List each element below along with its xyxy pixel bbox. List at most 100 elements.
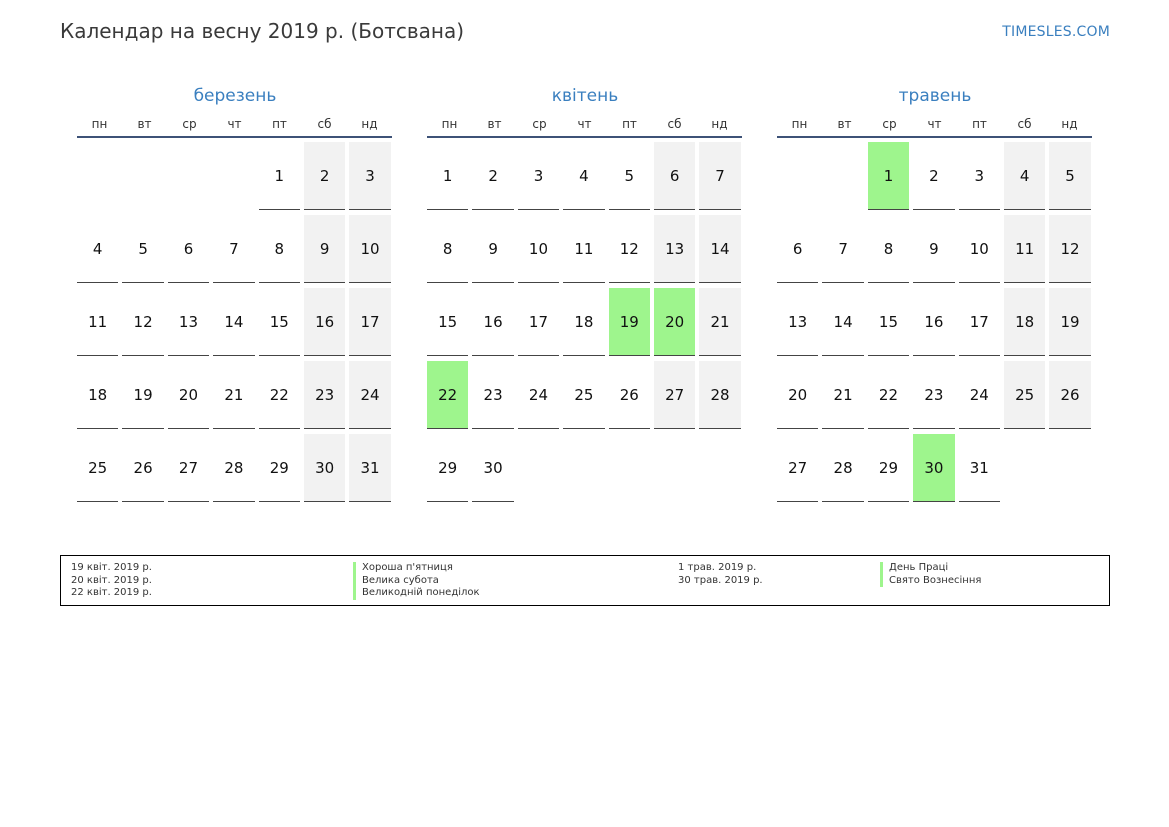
- legend-date: 1 трав. 2019 р.: [678, 562, 757, 573]
- weekday-label: пн: [441, 117, 458, 131]
- day-cell: 26: [122, 434, 164, 502]
- empty-cell: [168, 142, 209, 209]
- weekday-label: чт: [227, 117, 242, 131]
- empty-cell: [822, 142, 863, 209]
- weekday-label: ср: [882, 117, 897, 131]
- day-cell: 13: [653, 215, 696, 283]
- day-cell: 18: [563, 288, 605, 356]
- day-cell: 5: [122, 215, 164, 283]
- day-cell: 10: [958, 215, 1000, 283]
- day-cell: 2: [472, 142, 514, 210]
- weekday-label: пт: [972, 117, 987, 131]
- legend-dates-left: 19 квіт. 2019 р. 20 квіт. 2019 р. 22 кві…: [71, 562, 152, 600]
- day-cell: 4: [1003, 142, 1046, 210]
- holiday-day-cell: 22: [427, 361, 469, 429]
- holiday-day-cell: 30: [913, 434, 955, 502]
- weekday-label: вт: [837, 117, 852, 131]
- weekday-header: пн вт ср чт пт сб нд: [427, 114, 742, 138]
- day-grid: 1 2 3 4 5 6 7 8 9 10 11 12 13 14 15 16 17 18 19 20 21 22 23 24 2…: [427, 142, 742, 502]
- holiday-day-cell: 20: [653, 288, 696, 356]
- weekday-label: ср: [532, 117, 547, 131]
- day-cell: 19: [122, 361, 164, 429]
- weekday-label: сб: [667, 117, 682, 131]
- day-cell: 25: [563, 361, 605, 429]
- day-cell: 9: [472, 215, 514, 283]
- month-name: травень: [898, 86, 972, 106]
- day-cell: 3: [517, 142, 560, 210]
- day-cell: 29: [867, 434, 910, 502]
- legend-holiday-name: Свято Вознесіння: [880, 574, 981, 587]
- weekday-label: ср: [182, 117, 197, 131]
- day-cell: 25: [1003, 361, 1046, 429]
- day-cell: 1: [258, 142, 300, 210]
- day-cell: 8: [427, 215, 469, 283]
- day-cell: 29: [427, 434, 469, 502]
- weekday-label: сб: [1017, 117, 1032, 131]
- holiday-legend: 19 квіт. 2019 р. 20 квіт. 2019 р. 22 кві…: [60, 555, 1110, 606]
- day-cell: 21: [213, 361, 255, 429]
- day-cell: 9: [303, 215, 346, 283]
- day-cell: 24: [958, 361, 1000, 429]
- day-cell: 21: [699, 288, 741, 356]
- month-name: березень: [193, 86, 277, 106]
- holiday-day-cell: 1: [867, 142, 910, 210]
- weekday-label: нд: [1061, 117, 1078, 131]
- day-cell: 31: [349, 434, 391, 502]
- legend-holiday-name: Великодній понеділок: [353, 587, 480, 600]
- day-cell: 11: [563, 215, 605, 283]
- day-cell: 10: [349, 215, 391, 283]
- day-cell: 14: [213, 288, 255, 356]
- day-cell: 5: [608, 142, 650, 210]
- legend-holiday-name: Хороша п'ятниця: [353, 562, 480, 575]
- weekday-label: чт: [927, 117, 942, 131]
- day-cell: 6: [167, 215, 210, 283]
- site-link[interactable]: TIMESLES.COM: [1002, 24, 1110, 40]
- month-may: травень пн вт ср чт пт сб нд 1 2 3 4 5 6 7 8 9 10…: [777, 84, 1092, 502]
- day-cell: 1: [427, 142, 469, 210]
- day-cell: 13: [167, 288, 210, 356]
- day-cell: 27: [653, 361, 696, 429]
- weekday-header: пн вт ср чт пт сб нд: [777, 114, 1092, 138]
- day-cell: 17: [349, 288, 391, 356]
- day-cell: 23: [472, 361, 514, 429]
- legend-dates-right: 1 трав. 2019 р. 30 трав. 2019 р.: [678, 562, 763, 587]
- legend-holiday-name: День Праці: [880, 562, 981, 575]
- day-cell: 15: [427, 288, 469, 356]
- day-cell: 28: [822, 434, 864, 502]
- legend-date: 19 квіт. 2019 р.: [71, 562, 152, 573]
- weekday-label: вт: [487, 117, 502, 131]
- day-cell: 20: [777, 361, 819, 429]
- day-cell: 4: [563, 142, 605, 210]
- day-cell: 26: [608, 361, 650, 429]
- day-cell: 15: [258, 288, 300, 356]
- month-name: квітень: [551, 86, 619, 106]
- day-cell: 13: [777, 288, 819, 356]
- weekday-label: пн: [91, 117, 108, 131]
- day-cell: 3: [349, 142, 391, 210]
- day-grid: 1 2 3 4 5 6 7 8 9 10 11 12 13 14 15 16 17 18 19 20 21 22 23 24 2…: [77, 142, 392, 502]
- day-cell: 30: [303, 434, 346, 502]
- month-april: квітень пн вт ср чт пт сб нд 1 2 3 4 5 6 7 8 9 10…: [427, 84, 742, 502]
- day-cell: 4: [77, 215, 119, 283]
- empty-cell: [213, 142, 254, 209]
- weekday-label: сб: [317, 117, 332, 131]
- weekday-label: вт: [137, 117, 152, 131]
- day-cell: 6: [777, 215, 819, 283]
- day-cell: 20: [167, 361, 210, 429]
- day-grid: 1 2 3 4 5 6 7 8 9 10 11 12 13 14 15 16 17 18 19 20 21 22 23 24 2…: [777, 142, 1092, 502]
- day-cell: 16: [472, 288, 514, 356]
- day-cell: 21: [822, 361, 864, 429]
- legend-date: 20 квіт. 2019 р.: [71, 574, 152, 586]
- day-cell: 24: [349, 361, 391, 429]
- day-cell: 7: [822, 215, 864, 283]
- day-cell: 15: [867, 288, 910, 356]
- day-cell: 17: [958, 288, 1000, 356]
- day-cell: 16: [913, 288, 955, 356]
- legend-holiday-name: Велика субота: [353, 574, 480, 587]
- empty-cell: [77, 142, 118, 209]
- day-cell: 10: [517, 215, 560, 283]
- day-cell: 2: [303, 142, 346, 210]
- day-cell: 12: [122, 288, 164, 356]
- day-cell: 29: [258, 434, 300, 502]
- day-cell: 31: [958, 434, 1000, 502]
